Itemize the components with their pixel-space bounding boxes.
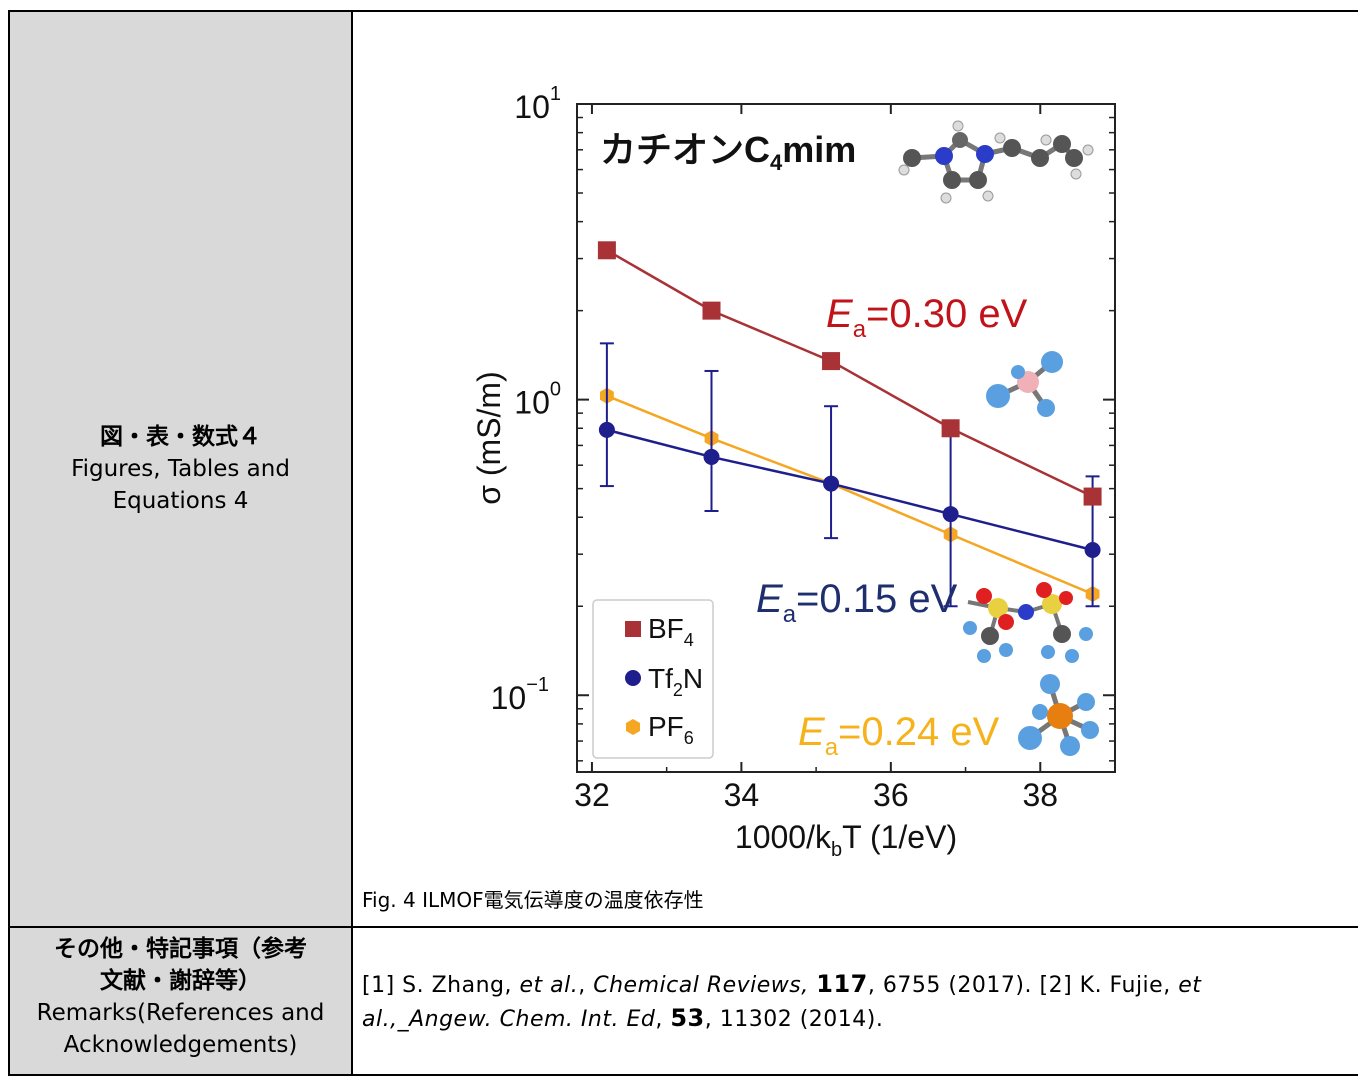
ref1-authors: [1] S. Zhang, xyxy=(362,973,520,998)
axis-ticks: 32 34 36 38 101 100 10−1 xyxy=(491,83,1116,813)
ref2-volume: 53 xyxy=(670,1004,705,1032)
x-tick-label-38: 38 xyxy=(1022,777,1058,813)
row2-label: その他・特記事項（参考 文献・謝辞等） Remarks(References a… xyxy=(37,933,325,1061)
error-bar xyxy=(824,405,839,540)
legend-label-tf2n: Tf2N xyxy=(648,663,703,700)
data-point-tf xyxy=(1084,541,1101,558)
pf6-molecule-icon xyxy=(1018,674,1099,756)
legend-marker-tf2n xyxy=(625,670,641,686)
data-point-tf xyxy=(703,448,720,465)
row1-content-cell xyxy=(351,10,1358,928)
data-point-bf xyxy=(702,301,721,320)
ea-label-pf6: Ea=0.24 eV xyxy=(798,710,1000,761)
ref2-rest: , 11302 (2014). xyxy=(704,1007,884,1032)
legend: BF4 Tf2N PF6 xyxy=(592,599,714,759)
row1-label-en-2: Equations 4 xyxy=(112,488,249,514)
y-tick-label: 10−1 xyxy=(491,674,549,716)
y-tick-label: 100 xyxy=(514,379,561,421)
series-line-tf xyxy=(606,428,1093,552)
legend-label-bf4: BF4 xyxy=(648,613,694,650)
legend-label-pf6: PF6 xyxy=(648,711,694,748)
row1-label-en-1: Figures, Tables and xyxy=(71,456,290,482)
data-point-bf xyxy=(597,241,616,260)
row2-label-jp-2: 文献・謝辞等） xyxy=(100,968,261,994)
ea-label-tf2n: Ea=0.15 eV xyxy=(756,577,958,628)
bf4-molecule-icon xyxy=(986,351,1063,417)
y-axis-label: σ (mS/m) xyxy=(471,371,507,505)
ref2-sep: , xyxy=(655,1007,671,1032)
legend-marker-pf6 xyxy=(626,719,640,735)
data-point-bf xyxy=(941,419,960,438)
error-bar xyxy=(599,342,614,488)
cation-molecule-icon xyxy=(898,120,1094,204)
ref1-volume: 117 xyxy=(816,970,868,998)
ref2-etal-1: et xyxy=(1178,973,1202,998)
row2-label-jp-1: その他・特記事項（参考 xyxy=(54,936,307,962)
series-layer xyxy=(597,241,1102,608)
x-axis-label: 1000/kbT (1/eV) xyxy=(735,819,957,861)
row2-label-cell: その他・特記事項（参考 文献・謝辞等） Remarks(References a… xyxy=(8,926,353,1076)
series-line-pf xyxy=(606,394,1094,596)
figure-caption: Fig. 4 ILMOF電気伝導度の温度依存性 xyxy=(362,888,704,912)
data-point-tf xyxy=(942,506,959,523)
row2-label-en-1: Remarks(References and xyxy=(36,1000,325,1026)
plot-frame xyxy=(576,103,1116,773)
ref1-journal: Chemical Reviews, xyxy=(593,973,809,998)
data-point-bf xyxy=(1083,487,1102,506)
conductivity-chart: 32 34 36 38 101 100 10−1 σ (mS/m) 1000/kbT (1/… xyxy=(471,83,1116,861)
error-bar xyxy=(704,369,719,512)
row1-label: 図・表・数式４ Figures, Tables and Equations 4 xyxy=(71,421,290,517)
cation-title: カチオンC4mim xyxy=(600,129,856,175)
legend-marker-bf4 xyxy=(625,621,641,637)
ref1-sep: , xyxy=(578,973,594,998)
row1-label-cell: 図・表・数式４ Figures, Tables and Equations 4 xyxy=(8,10,353,928)
ea-label-bf4: Ea=0.30 eV xyxy=(826,292,1028,343)
references-text: [1] S. Zhang, et al., Chemical Reviews, … xyxy=(362,968,1352,1036)
data-point-bf xyxy=(822,352,841,371)
tf2n-molecule-icon xyxy=(963,582,1093,663)
row2-label-en-2: Acknowledgements) xyxy=(63,1032,298,1058)
x-tick-label-34: 34 xyxy=(724,777,760,813)
ref1-etal: et al. xyxy=(519,973,579,998)
data-point-tf xyxy=(598,421,615,438)
y-tick-label: 101 xyxy=(514,83,561,125)
ref2-etal-2: al. xyxy=(362,1007,391,1032)
ref2-journal: ,_Angew. Chem. Int. Ed xyxy=(390,1007,656,1032)
ref1-rest: , 6755 (2017). [2] K. Fujie, xyxy=(867,973,1179,998)
row1-label-jp: 図・表・数式４ xyxy=(100,424,261,450)
x-tick-label-32: 32 xyxy=(574,777,610,813)
data-point-tf xyxy=(823,475,840,492)
x-tick-label-36: 36 xyxy=(873,777,909,813)
